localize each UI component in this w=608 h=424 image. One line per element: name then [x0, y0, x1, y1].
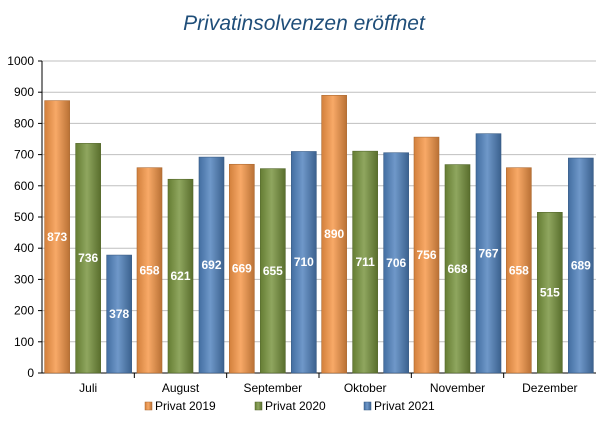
data-label: 378: [109, 307, 129, 321]
bar: [229, 163, 255, 374]
bar: [136, 167, 163, 374]
bar: [475, 133, 502, 374]
legend-swatch: [254, 401, 263, 411]
gridlines: [42, 60, 596, 374]
bar: [260, 168, 286, 374]
data-label: 890: [324, 227, 344, 241]
legend-item: Privat 2019: [144, 399, 216, 413]
category-labels: Juli August September Oktober November Dezemb…: [79, 381, 577, 395]
bar: [198, 156, 225, 374]
data-label: 711: [355, 255, 375, 269]
y-tick-label: 200: [14, 304, 34, 318]
data-label: 515: [540, 286, 560, 300]
data-labels: 873 736 378 658 621 692 669 655 710 890 711 706 756 6…: [47, 227, 591, 321]
bar: [106, 254, 132, 374]
legend-label: Privat 2019: [155, 399, 216, 413]
y-tick-label: 600: [14, 179, 34, 193]
legend-swatch: [144, 401, 153, 411]
x-tick-label: August: [162, 381, 200, 395]
y-tick-label: 400: [14, 241, 34, 255]
data-label: 655: [263, 264, 283, 278]
legend-item: Privat 2020: [254, 399, 326, 413]
bar: [537, 212, 563, 374]
y-tick-label: 300: [14, 272, 34, 286]
data-label: 706: [386, 256, 406, 270]
bar: [44, 100, 70, 374]
legend: Privat 2019 Privat 2020 Privat 2021: [144, 399, 435, 413]
x-tick-label: Dezember: [522, 381, 577, 395]
x-tick-label: Oktober: [344, 381, 387, 395]
x-tick-label: Juli: [79, 381, 97, 395]
bar: [167, 178, 194, 374]
data-label: 692: [201, 258, 221, 272]
legend-swatch: [363, 401, 372, 411]
x-tick-label: November: [430, 381, 485, 395]
data-label: 621: [170, 269, 190, 283]
y-tick-label: 700: [14, 148, 34, 162]
legend-label: Privat 2020: [265, 399, 326, 413]
data-label: 756: [416, 248, 436, 262]
data-label: 658: [139, 263, 159, 277]
y-tick-label: 0: [27, 366, 34, 380]
axes: 0 100 200 300 400 500 600 700 800 900 1000: [7, 54, 596, 380]
data-label: 767: [478, 246, 498, 260]
data-label: 736: [78, 251, 98, 265]
bar: [352, 150, 378, 374]
y-tick-label: 500: [14, 210, 34, 224]
bar: [75, 143, 101, 374]
bar: [413, 136, 440, 374]
y-tick-label: 1000: [7, 54, 34, 68]
y-tick-label: 800: [14, 116, 34, 130]
data-label: 668: [447, 262, 467, 276]
data-label: 669: [232, 262, 252, 276]
bar: [383, 152, 409, 374]
data-label: 689: [571, 259, 591, 273]
chart-title: Privatinsolvenzen eröffnet: [183, 12, 426, 35]
data-label: 658: [509, 263, 529, 277]
data-label: 710: [294, 255, 314, 269]
y-tick-label: 900: [14, 85, 34, 99]
bars: [44, 95, 594, 374]
bar: [568, 157, 594, 374]
y-tick-label: 100: [14, 335, 34, 349]
bar: [444, 164, 471, 374]
x-tick-label: September: [243, 381, 302, 395]
legend-item: Privat 2021: [363, 399, 435, 413]
legend-label: Privat 2021: [374, 399, 435, 413]
bar: [321, 95, 347, 374]
data-label: 873: [47, 230, 67, 244]
bar: [291, 151, 317, 374]
bar: [506, 167, 532, 374]
